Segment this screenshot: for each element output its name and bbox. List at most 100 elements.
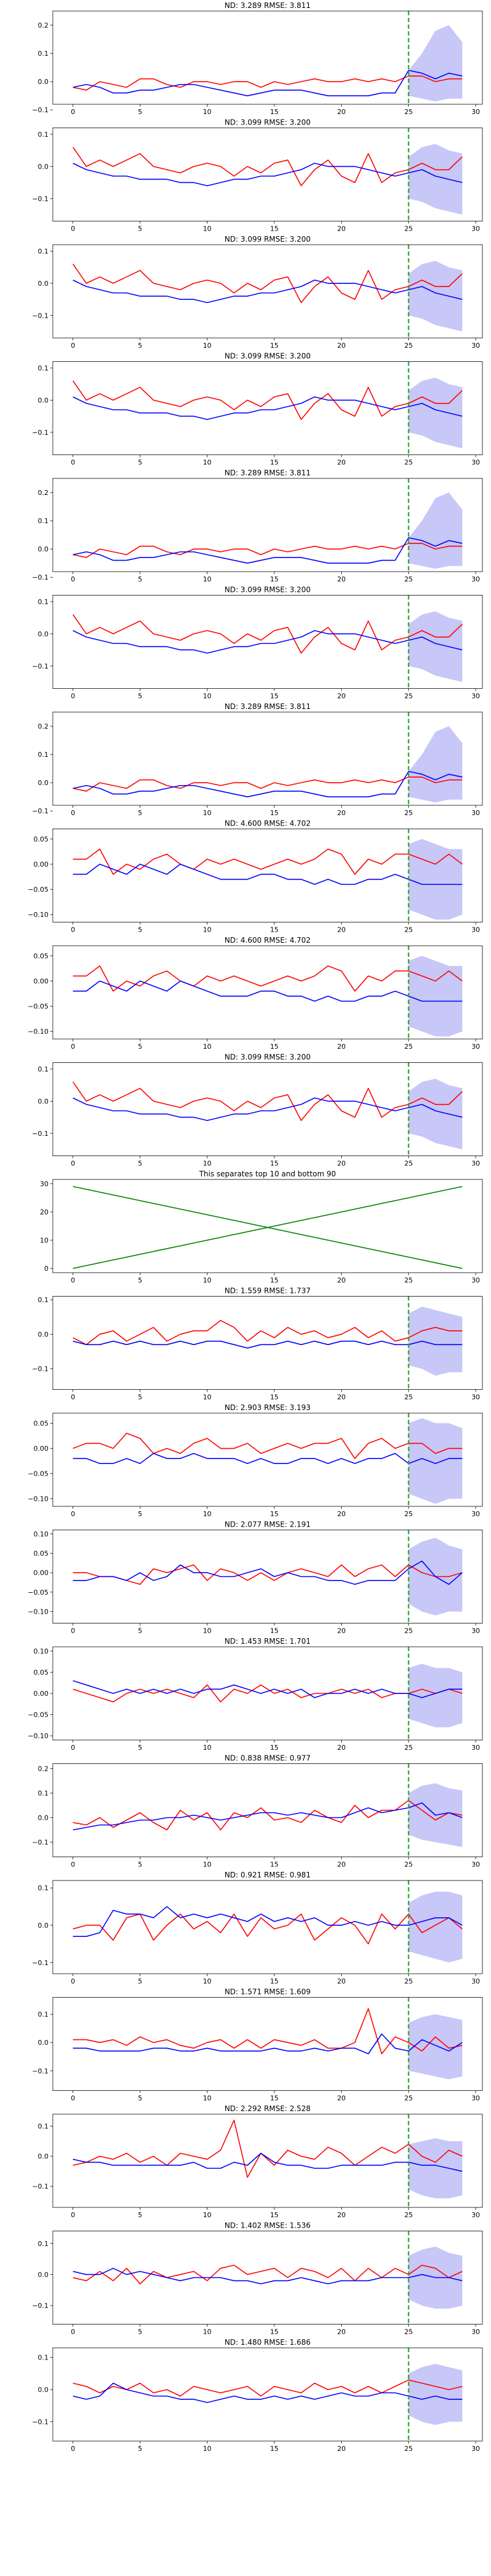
axes-frame (52, 1062, 483, 1156)
chart-title: ND: 3.099 RMSE: 3.200 (225, 1053, 311, 1062)
chart-title: ND: 3.289 RMSE: 3.811 (225, 469, 311, 477)
x-tick-label: 25 (404, 2328, 413, 2336)
y-tick-label: −0.1 (32, 1959, 48, 1967)
chart-panel-15: ND: 1.453 RMSE: 1.701 0 5 10 15 20 25 30 −0.10 −0… (28, 1637, 483, 1752)
confidence-band (408, 726, 463, 803)
x-tick-label: 0 (71, 1861, 75, 1869)
confidence-band (408, 377, 463, 449)
axes-frame (52, 2231, 483, 2325)
x-tick-label: 15 (270, 575, 279, 583)
x-tick-label: 15 (270, 2445, 279, 2453)
x-tick-label: 30 (471, 1510, 480, 1518)
x-tick-label: 5 (138, 2445, 142, 2453)
x-tick-label: 5 (138, 459, 142, 467)
x-tick-label: 15 (270, 1861, 279, 1869)
x-tick-label: 30 (471, 1393, 480, 1401)
x-tick-label: 15 (270, 1160, 279, 1168)
chart-panel-13: ND: 2.903 RMSE: 3.193 0 5 10 15 20 25 30 −0.10 −0… (28, 1403, 483, 1518)
axes-frame (52, 945, 483, 1040)
y-tick-label: 0.1 (38, 2011, 49, 2018)
x-tick-label: 10 (203, 692, 212, 700)
x-tick-label: 25 (404, 575, 413, 583)
y-tick-label: −0.05 (28, 1589, 48, 1597)
confidence-band (408, 1418, 463, 1504)
chart-panel-17: ND: 0.921 RMSE: 0.981 0 5 10 15 20 25 30 −0.1 0.0… (32, 1871, 483, 1985)
y-tick-label: −0.1 (32, 662, 48, 670)
chart-title: ND: 1.571 RMSE: 1.609 (225, 1988, 311, 1996)
axes-frame (52, 361, 483, 455)
x-tick-label: 30 (471, 342, 480, 350)
y-tick-label: −0.1 (32, 429, 48, 437)
y-tick-label: 0.1 (38, 1065, 49, 1073)
y-tick-label: 0.0 (38, 1922, 49, 1930)
x-tick-label: 10 (203, 575, 212, 583)
truth-series-line (72, 2264, 463, 2285)
divider-line-2 (72, 1186, 463, 1269)
y-tick-label: 0.1 (38, 751, 49, 759)
confidence-band (408, 838, 463, 920)
truth-series-line (72, 543, 463, 558)
x-tick-label: 30 (471, 1861, 480, 1869)
x-tick-label: 20 (337, 2211, 346, 2219)
x-tick-label: 10 (203, 225, 212, 233)
x-tick-label: 15 (270, 2328, 279, 2336)
truth-series-line (72, 147, 463, 186)
axes-frame (52, 2347, 483, 2442)
x-tick-label: 5 (138, 1276, 142, 1284)
x-tick-label: 0 (71, 459, 75, 467)
x-tick-label: 5 (138, 2211, 142, 2219)
y-tick-label: 0.00 (34, 1690, 49, 1698)
x-tick-label: 15 (270, 1276, 279, 1284)
confidence-band (408, 2138, 463, 2199)
truth-series-line (72, 1320, 463, 1346)
y-tick-label: −0.05 (28, 1711, 48, 1719)
chart-panel-9: ND: 4.600 RMSE: 4.702 0 5 10 15 20 25 30 −0.10 −0… (28, 936, 483, 1051)
x-tick-label: 10 (203, 1744, 212, 1752)
x-tick-label: 20 (337, 1510, 346, 1518)
y-tick-label: −0.1 (32, 1365, 48, 1373)
y-tick-label: 0.1 (38, 1296, 49, 1304)
x-tick-label: 10 (203, 2445, 212, 2453)
axes-frame (52, 478, 483, 572)
y-tick-label: −0.1 (32, 2183, 48, 2191)
x-tick-label: 20 (337, 225, 346, 233)
chart-panel-21: ND: 1.480 RMSE: 1.686 0 5 10 15 20 25 30 −0.1 0.0… (32, 2338, 483, 2453)
x-tick-label: 15 (270, 108, 279, 116)
x-tick-label: 0 (71, 2095, 75, 2103)
y-tick-label: 0.2 (38, 21, 49, 29)
x-tick-label: 20 (337, 459, 346, 467)
y-tick-label: −0.10 (28, 1608, 48, 1616)
chart-title: ND: 2.292 RMSE: 2.528 (225, 2104, 311, 2113)
y-tick-label: −0.1 (32, 1839, 48, 1847)
truth-series-line (72, 1913, 463, 1945)
confidence-band (408, 144, 463, 215)
y-tick-label: −0.05 (28, 1003, 48, 1011)
x-tick-label: 20 (337, 1627, 346, 1635)
y-tick-label: 0.1 (38, 598, 49, 606)
x-tick-label: 5 (138, 108, 142, 116)
x-tick-label: 10 (203, 1393, 212, 1401)
y-tick-label: −0.10 (28, 1028, 48, 1036)
y-tick-label: 0.1 (38, 2240, 49, 2248)
x-tick-label: 10 (203, 108, 212, 116)
x-tick-label: 25 (404, 1160, 413, 1168)
y-tick-label: 0.0 (38, 1097, 49, 1105)
x-tick-label: 30 (471, 2095, 480, 2103)
chart-title: ND: 3.289 RMSE: 3.811 (225, 1, 311, 10)
axes-frame (52, 10, 483, 105)
y-tick-label: 0.05 (34, 1668, 49, 1676)
chart-title: ND: 0.921 RMSE: 0.981 (225, 1871, 311, 1879)
y-tick-label: −0.1 (32, 195, 48, 203)
x-tick-label: 5 (138, 575, 142, 583)
axes-frame (52, 1296, 483, 1390)
prediction-series-line (72, 69, 463, 96)
y-tick-label: 0.00 (34, 1569, 49, 1577)
y-tick-label: 0.0 (38, 2386, 49, 2394)
chart-panel-2: ND: 3.099 RMSE: 3.200 0 5 10 15 20 25 30 −0.1 0.0… (32, 118, 483, 233)
y-tick-label: −0.1 (32, 2067, 48, 2075)
truth-series-line (72, 2008, 463, 2055)
x-tick-label: 25 (404, 1861, 413, 1869)
x-tick-label: 20 (337, 342, 346, 350)
axes-frame (52, 595, 483, 689)
x-tick-label: 5 (138, 2328, 142, 2336)
